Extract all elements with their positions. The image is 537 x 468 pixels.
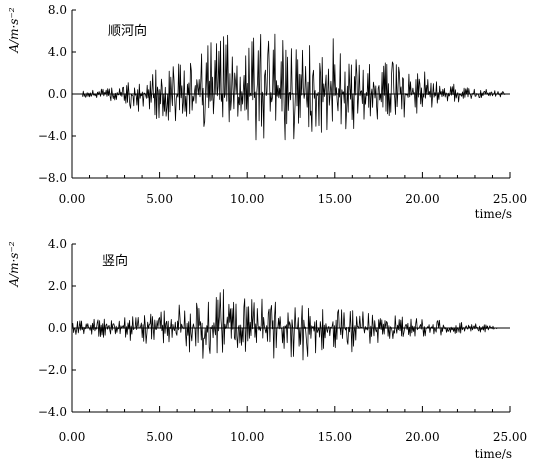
y-tick-label: 0.0: [48, 87, 67, 101]
y-tick-label: 8.0: [48, 3, 67, 17]
x-tick-label: 0.00: [59, 192, 86, 206]
vertical-accel-panel: 4.0 2.0 0.0 −2.0 −4.0 0.00 5.00 10.00 15.00 20.0…: [7, 237, 527, 461]
x-tick-label: 5.00: [146, 192, 173, 206]
y-tick-label: 4.0: [48, 45, 67, 59]
y-tick-label: −8.0: [38, 171, 67, 185]
y-tick-label: −4.0: [38, 129, 67, 143]
y-tick-label: 0.0: [48, 321, 67, 335]
panel-annotation: 顺河向: [108, 23, 147, 39]
x-tick-label: 20.00: [405, 192, 439, 206]
panel-annotation: 竖向: [102, 253, 128, 269]
y-tick-label: 4.0: [48, 237, 67, 251]
x-axis-label: time/s: [475, 207, 512, 221]
y-tick-label: −4.0: [38, 405, 67, 419]
acceleration-trace: [82, 33, 507, 141]
x-axis-label: time/s: [475, 447, 512, 461]
x-tick-label: 15.00: [318, 430, 352, 444]
x-tick-label: 20.00: [405, 430, 439, 444]
y-tick-label: 2.0: [48, 279, 67, 293]
x-tick-label: 0.00: [59, 430, 86, 444]
y-axis-label: A/m·s⁻²: [7, 7, 21, 53]
x-tick-label: 25.00: [493, 430, 527, 444]
y-tick-label: −2.0: [38, 363, 67, 377]
x-tick-label: 10.00: [230, 430, 264, 444]
y-axis-label: A/m·s⁻²: [7, 241, 21, 287]
x-tick-label: 10.00: [230, 192, 264, 206]
acceleration-trace: [71, 289, 498, 361]
x-tick-label: 25.00: [493, 192, 527, 206]
x-tick-label: 5.00: [146, 430, 173, 444]
x-tick-label: 15.00: [318, 192, 352, 206]
horizontal-accel-panel: 8.0 4.0 0.0 −4.0 −8.0 0.00 5.00 10.00 15.00 20.0…: [7, 3, 527, 221]
